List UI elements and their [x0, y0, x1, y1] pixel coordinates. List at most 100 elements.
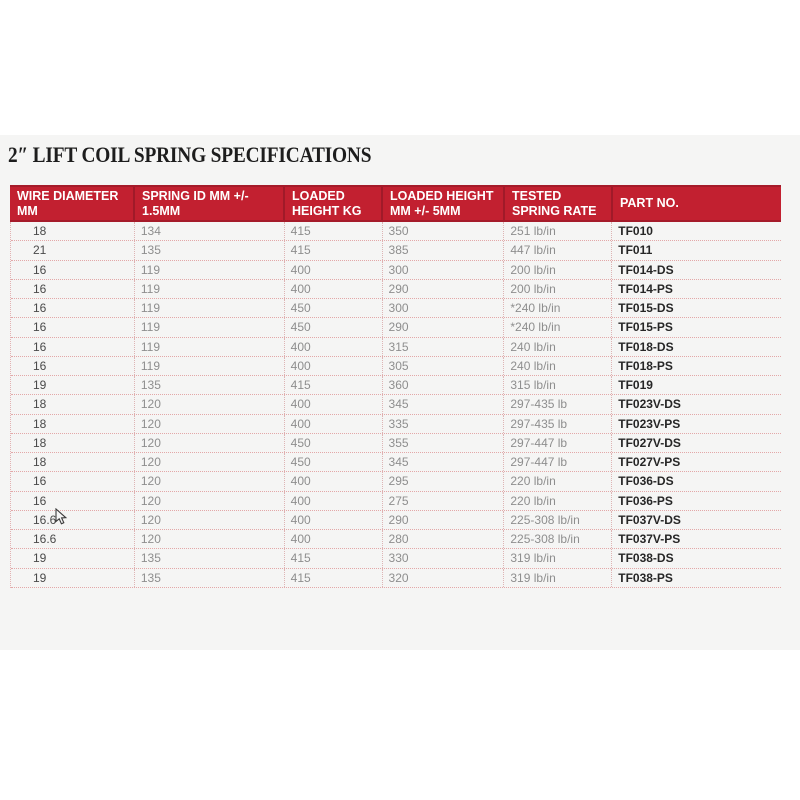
table-cell: 450 [283, 318, 382, 337]
column-header-line: WIRE DIAMETER [17, 188, 119, 203]
table-cell: *240 lb/in [503, 318, 611, 337]
column-header-line: PART NO. [620, 196, 679, 210]
table-cell: 119 [133, 279, 284, 298]
table-cell: 120 [133, 414, 284, 433]
table-cell: 120 [133, 472, 284, 491]
part-no-cell: TF027V-PS [611, 453, 781, 472]
table-row: 16 120 400 275 220 lb/in TF036-PS [11, 491, 781, 511]
table-cell: 400 [283, 337, 382, 356]
table-cell: 120 [133, 433, 284, 452]
table-row: 16 119 400 305 240 lb/in TF018-PS [11, 356, 781, 376]
table-cell: 135 [133, 568, 284, 587]
table-row: 16 119 450 290 *240 lb/in TF015-PS [11, 318, 781, 338]
column-header-line: MM +/- 5MM [390, 203, 461, 218]
table-cell: 19 [33, 378, 47, 392]
table-cell: 251 lb/in [503, 222, 611, 241]
table-header-row: WIRE DIAMETER MM SPRING ID MM +/- 1.5MM … [10, 185, 781, 222]
column-header-line: MM [17, 203, 38, 218]
part-no-cell: TF037V-PS [611, 530, 781, 549]
part-no-cell: TF010 [611, 222, 781, 241]
table-row: 16.6 120 400 290 225-308 lb/in TF037V-DS [11, 510, 781, 530]
table-cell: 385 [381, 241, 504, 260]
table-cell: 415 [283, 241, 382, 260]
table-row: 16.6 120 400 280 225-308 lb/in TF037V-PS [11, 530, 781, 550]
table-cell: 135 [133, 241, 284, 260]
table-cell: 330 [381, 549, 504, 568]
table-row: 16 120 400 295 220 lb/in TF036-DS [11, 472, 781, 492]
table-cell: 400 [283, 491, 382, 510]
table-cell: 19 [33, 570, 47, 585]
table-cell: 16 [33, 339, 47, 354]
column-header-line: SPRING RATE [512, 203, 597, 218]
part-no-cell: TF023V-DS [611, 395, 781, 414]
table-cell: 16 [33, 262, 47, 277]
table-cell: 18 [33, 455, 47, 469]
table-row: 16 119 450 300 *240 lb/in TF015-DS [11, 299, 781, 319]
table-cell: 290 [381, 279, 504, 298]
table-cell: 400 [283, 530, 382, 549]
table-cell: 120 [133, 510, 284, 529]
table-row: 18 120 450 355 297-447 lb TF027V-DS [11, 433, 781, 453]
table-cell: 134 [133, 222, 284, 241]
table-row: 18 120 400 345 297-435 lb TF023V-DS [11, 395, 781, 415]
column-header-line: SPRING ID MM +/- [142, 188, 249, 203]
table-cell: 16.6 [33, 532, 57, 546]
table-cell: 415 [283, 568, 382, 587]
table-cell: 16 [33, 358, 47, 373]
part-no-cell: TF019 [611, 376, 781, 395]
table-row: 19 135 415 320 319 lb/in TF038-PS [11, 568, 781, 588]
table-cell: 119 [133, 356, 284, 375]
table-cell: 119 [133, 260, 284, 279]
table-cell: 400 [283, 414, 382, 433]
table-cell: 200 lb/in [503, 260, 611, 279]
table-cell: 415 [283, 222, 382, 241]
table-cell: 400 [283, 472, 382, 491]
table-cell: 400 [283, 279, 382, 298]
table-cell: 297-447 lb [503, 453, 611, 472]
table-body: 18 134 415 350 251 lb/in TF010 21 135 415 385 447 … [10, 222, 781, 588]
column-header-tested-spring-rate: TESTED SPRING RATE [503, 187, 611, 220]
part-no-cell: TF023V-PS [611, 414, 781, 433]
table-cell: 16 [33, 281, 47, 296]
table-cell: 135 [133, 376, 284, 395]
table-cell: 119 [133, 299, 284, 318]
column-header-line: 1.5MM [142, 203, 181, 218]
table-cell: 315 [381, 337, 504, 356]
table-cell: 345 [381, 453, 504, 472]
table-cell: 320 [381, 568, 504, 587]
table-cell: 290 [381, 510, 504, 529]
table-cell: 415 [283, 549, 382, 568]
table-cell: 345 [381, 395, 504, 414]
column-header-line: LOADED [292, 188, 345, 203]
table-cell: 297-435 lb [503, 395, 611, 414]
table-cell: 225-308 lb/in [503, 530, 611, 549]
table-cell: 240 lb/in [503, 337, 611, 356]
table-cell: 18 [33, 397, 47, 412]
table-row: 16 119 400 315 240 lb/in TF018-DS [11, 337, 781, 357]
column-header-part-no: PART NO. [611, 187, 781, 220]
table-cell: 415 [283, 376, 382, 395]
table-cell: 315 lb/in [503, 376, 611, 395]
table-cell: 120 [133, 491, 284, 510]
table-cell: 16 [33, 320, 47, 335]
table-cell: 450 [283, 299, 382, 318]
table-row: 18 120 400 335 297-435 lb TF023V-PS [11, 414, 781, 434]
table-row: 21 135 415 385 447 lb/in TF011 [11, 241, 781, 261]
part-no-cell: TF018-DS [611, 337, 781, 356]
column-header-wire-diameter: WIRE DIAMETER MM [10, 187, 133, 220]
table-cell: 300 [381, 299, 504, 318]
part-no-cell: TF038-PS [611, 568, 781, 587]
table-cell: 360 [381, 376, 504, 395]
table-cell: 450 [283, 433, 382, 452]
table-cell: 335 [381, 414, 504, 433]
part-no-cell: TF027V-DS [611, 433, 781, 452]
spec-table: WIRE DIAMETER MM SPRING ID MM +/- 1.5MM … [10, 185, 781, 588]
table-cell: 297-435 lb [503, 414, 611, 433]
table-cell: 447 lb/in [503, 241, 611, 260]
table-row: 19 135 415 360 315 lb/in TF019 [11, 376, 781, 396]
table-cell: 16 [33, 474, 47, 489]
table-cell: 300 [381, 260, 504, 279]
table-cell: 119 [133, 337, 284, 356]
part-no-cell: TF036-PS [611, 491, 781, 510]
